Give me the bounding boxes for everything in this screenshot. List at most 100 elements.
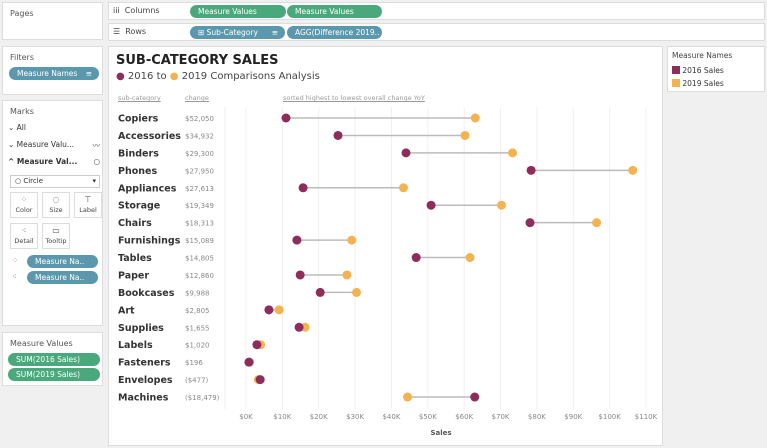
chevron-down-icon: ▾ — [92, 177, 96, 185]
legend-item-2016[interactable]: 2016 Sales — [672, 66, 724, 75]
legend-item-2019[interactable]: 2019 Sales — [672, 79, 724, 88]
size-button[interactable]: ◌ Size — [42, 192, 70, 218]
point-2019 — [352, 287, 362, 297]
row-label: Fasteners — [118, 358, 171, 369]
rows-icon: ☰ — [113, 27, 121, 36]
marks-card-label: All — [16, 123, 26, 132]
point-2016 — [244, 357, 254, 367]
point-2016 — [252, 340, 262, 350]
mark-pill-color[interactable]: Measure Na.. — [27, 255, 98, 268]
point-2019 — [399, 183, 409, 193]
pages-panel: Pages — [2, 2, 103, 40]
measure-pill-2016[interactable]: SUM(2016 Sales) — [8, 353, 100, 366]
marks-card-all[interactable]: ⌄ All — [8, 123, 26, 132]
columns-pill-2[interactable]: Measure Values — [287, 5, 382, 18]
measure-values-title: Measure Values — [10, 339, 73, 348]
change-label: $1,655 — [185, 324, 210, 332]
mark-type-dropdown[interactable]: ○ Circle ▾ — [10, 175, 100, 188]
change-label: $27,950 — [185, 167, 214, 175]
point-2016 — [525, 218, 535, 228]
sort-icon: ≡ — [271, 28, 278, 37]
change-label: $29,300 — [185, 150, 214, 158]
row-label: Chairs — [118, 218, 152, 229]
row-label: Envelopes — [118, 375, 173, 386]
detail-label: Detail — [14, 237, 34, 245]
detail-button[interactable]: ⁖ Detail — [10, 223, 38, 249]
point-2016 — [281, 113, 291, 123]
tooltip-icon: ▭ — [52, 226, 60, 235]
change-label: $1,020 — [185, 342, 210, 350]
point-2019 — [465, 253, 475, 263]
row-label: Phones — [118, 166, 157, 177]
point-2019 — [460, 130, 470, 140]
filters-title: Filters — [10, 53, 34, 62]
x-tick-label: $20K — [310, 413, 328, 421]
rows-label: ☰ Rows — [113, 27, 146, 36]
row-label: Furnishings — [118, 236, 181, 247]
dot-2019: ● — [169, 71, 179, 82]
rows-pill-difference[interactable]: AGG(Difference 2019.. — [287, 26, 382, 39]
row-label: Machines — [118, 393, 169, 404]
size-icon: ◌ — [52, 195, 60, 204]
subtitle-2016: 2016 — [127, 71, 154, 82]
point-2016 — [298, 183, 308, 193]
legend-swatch — [672, 79, 680, 87]
x-tick-label: $80K — [528, 413, 546, 421]
mark-pill-detail[interactable]: Measure Na.. — [27, 271, 98, 284]
detail-icon: ⁖ — [21, 226, 27, 235]
point-2019 — [274, 305, 284, 315]
color-label: Color — [15, 206, 33, 214]
rows-pill-subcategory[interactable]: ⊞ Sub-Category ≡ — [190, 26, 285, 39]
x-tick-label: $90K — [564, 413, 582, 421]
point-2019 — [403, 392, 413, 402]
change-label: $14,805 — [185, 255, 214, 263]
row-label: Copiers — [118, 114, 159, 125]
legend-swatch — [672, 66, 680, 74]
legend-title: Measure Names — [672, 51, 733, 60]
filter-pill-measure-names[interactable]: Measure Names ≡ — [9, 67, 99, 80]
change-label: $52,050 — [185, 115, 214, 123]
row-label: Storage — [118, 201, 160, 212]
label-button[interactable]: ⊤ Label — [74, 192, 102, 218]
rows-shelf[interactable]: ☰ Rows ⊞ Sub-Category ≡ AGG(Difference 20… — [108, 23, 765, 41]
legend-label: 2016 Sales — [682, 66, 724, 75]
view-panel: SUB-CATEGORY SALES ● 2016 to ● 2019 Comp… — [108, 46, 663, 446]
point-2016 — [470, 392, 480, 402]
point-2019 — [347, 235, 357, 245]
subtitle-to: to — [156, 71, 167, 82]
row-label: Supplies — [118, 323, 164, 334]
point-2016 — [295, 270, 305, 280]
row-label: Art — [118, 305, 135, 316]
point-2016 — [294, 322, 304, 332]
row-label: Tables — [118, 253, 152, 264]
x-tick-label: $70K — [492, 413, 510, 421]
label-label: Label — [79, 206, 97, 214]
marks-card-circle[interactable]: ^ Measure Val... ○ — [8, 157, 100, 166]
measure-pill-2019[interactable]: SUM(2019 Sales) — [8, 368, 100, 381]
point-2016 — [411, 253, 421, 263]
columns-icon: iii — [113, 6, 120, 15]
point-2016 — [333, 130, 343, 140]
mark-pill-label: Measure Na.. — [35, 257, 85, 266]
point-2019 — [342, 270, 352, 280]
sort-icon: ≡ — [85, 69, 92, 78]
tooltip-button[interactable]: ▭ Tooltip — [42, 223, 70, 249]
marks-card-line[interactable]: ⌄ Measure Valu... 〰 — [8, 140, 100, 150]
point-2016 — [292, 235, 302, 245]
color-button[interactable]: ⁘ Color — [10, 192, 38, 218]
tooltip-label: Tooltip — [45, 237, 67, 245]
point-2019 — [592, 218, 602, 228]
columns-shelf[interactable]: iii Columns Measure Values Measure Value… — [108, 2, 765, 20]
point-2016 — [526, 165, 536, 175]
dumbbell-chart: $0K $10K $20K $30K $40K $50K $60K $70K $80K $90K $… — [118, 107, 658, 437]
change-label: $34,932 — [185, 132, 214, 140]
columns-pill-1[interactable]: Measure Values — [190, 5, 286, 18]
measure-values-panel: Measure Values SUM(2016 Sales) SUM(2019 … — [2, 332, 103, 386]
point-2016 — [315, 287, 325, 297]
point-2019 — [508, 148, 518, 158]
marks-panel: Marks ⌄ All ⌄ Measure Valu... 〰 ^ Measure… — [2, 100, 103, 326]
legend-label: 2019 Sales — [682, 79, 724, 88]
point-2016 — [264, 305, 274, 315]
columns-label-text: Columns — [124, 6, 160, 15]
change-label: $19,349 — [185, 202, 214, 210]
